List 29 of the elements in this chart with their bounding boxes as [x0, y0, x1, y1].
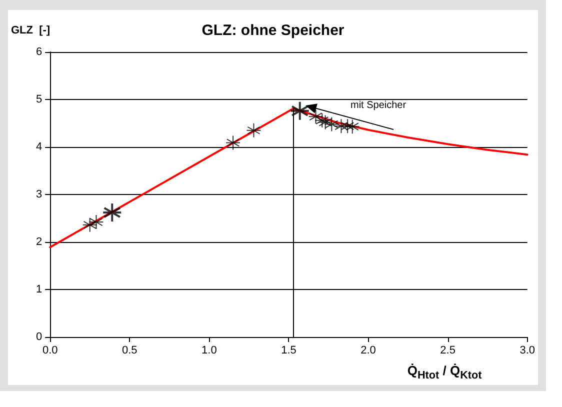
x-tick-label: 0.5 — [122, 344, 138, 356]
point — [334, 118, 349, 134]
chart-title: GLZ: ohne Speicher — [202, 22, 344, 39]
y-tick-label: 5 — [36, 94, 42, 106]
point — [88, 214, 104, 230]
x-tick-label: 2.0 — [360, 344, 376, 356]
point — [102, 202, 122, 223]
point — [82, 217, 98, 232]
x-axis-title: Q̇$_{Htot}$ / Q̇$_{Ktot}$ — [407, 363, 482, 382]
x-tick-label: 3.0 — [520, 344, 536, 356]
y-tick-label: 4 — [36, 141, 42, 153]
annotation: mit Speicher — [350, 100, 407, 112]
x-tick-label: 2.5 — [440, 344, 456, 356]
point — [246, 122, 262, 138]
x-tick-label: 0.0 — [42, 344, 58, 356]
point — [340, 118, 356, 134]
y-tick-label: 2 — [36, 236, 42, 248]
x-tick-label: 1.5 — [281, 344, 296, 356]
y-tick-label: 6 — [36, 46, 42, 58]
point — [314, 112, 330, 128]
y-tick-label: 1 — [36, 284, 42, 296]
point — [290, 100, 310, 121]
point — [344, 119, 360, 134]
y-tick-label: 0 — [36, 331, 42, 343]
point — [324, 116, 340, 132]
point — [226, 135, 241, 150]
y-axis-title: GLZ [-] — [10, 24, 50, 36]
x-tick-label: 1.0 — [202, 344, 217, 356]
y-tick-label: 3 — [36, 188, 42, 200]
